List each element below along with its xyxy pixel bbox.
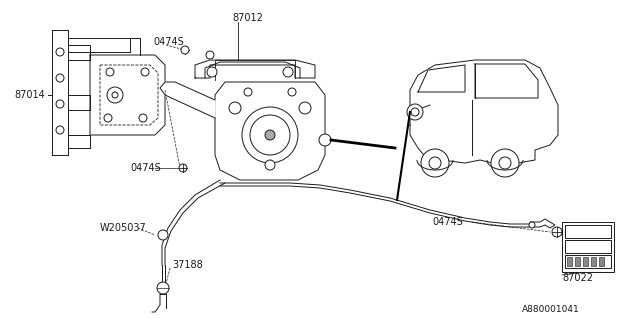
Circle shape [552, 227, 562, 237]
Circle shape [112, 92, 118, 98]
Polygon shape [68, 45, 90, 60]
Circle shape [106, 68, 114, 76]
Circle shape [104, 114, 112, 122]
Text: 87012: 87012 [232, 13, 263, 23]
Bar [562, 222, 614, 272]
Text: A880001041: A880001041 [522, 306, 580, 315]
Circle shape [407, 104, 423, 120]
Text: 87014: 87014 [14, 90, 45, 100]
Circle shape [299, 102, 311, 114]
Bar [567, 257, 572, 266]
Circle shape [56, 48, 64, 56]
Circle shape [429, 157, 441, 169]
Circle shape [229, 102, 241, 114]
Text: 87022: 87022 [562, 273, 593, 283]
Circle shape [179, 164, 187, 172]
Circle shape [157, 282, 169, 294]
Polygon shape [160, 82, 215, 118]
Bar [565, 240, 611, 253]
Circle shape [56, 74, 64, 82]
Polygon shape [418, 65, 465, 92]
Polygon shape [475, 64, 538, 98]
Polygon shape [410, 60, 558, 163]
Circle shape [56, 126, 64, 134]
Circle shape [141, 68, 149, 76]
Circle shape [244, 88, 252, 96]
Bar [575, 257, 580, 266]
Polygon shape [195, 60, 315, 78]
Circle shape [207, 67, 217, 77]
Circle shape [421, 149, 449, 177]
Polygon shape [215, 82, 325, 180]
Polygon shape [68, 95, 90, 110]
Bar [591, 257, 596, 266]
Circle shape [56, 100, 64, 108]
Circle shape [491, 149, 519, 177]
Bar [565, 225, 611, 238]
Circle shape [242, 107, 298, 163]
Text: 0474S: 0474S [153, 37, 184, 47]
Circle shape [411, 108, 419, 116]
Polygon shape [90, 55, 165, 135]
Circle shape [139, 114, 147, 122]
Text: W205037: W205037 [100, 223, 147, 233]
Circle shape [181, 46, 189, 54]
Circle shape [206, 51, 214, 59]
Circle shape [283, 67, 293, 77]
Circle shape [319, 134, 331, 146]
Circle shape [265, 160, 275, 170]
Polygon shape [68, 135, 90, 148]
Text: 0474S: 0474S [432, 217, 463, 227]
Circle shape [529, 222, 535, 228]
Circle shape [265, 130, 275, 140]
Circle shape [288, 88, 296, 96]
Bar [599, 257, 604, 266]
Circle shape [250, 115, 290, 155]
Bar [565, 255, 611, 268]
Text: 0474S: 0474S [130, 163, 161, 173]
Bar [583, 257, 588, 266]
Circle shape [499, 157, 511, 169]
Circle shape [107, 87, 123, 103]
Text: 37188: 37188 [172, 260, 203, 270]
Circle shape [158, 230, 168, 240]
